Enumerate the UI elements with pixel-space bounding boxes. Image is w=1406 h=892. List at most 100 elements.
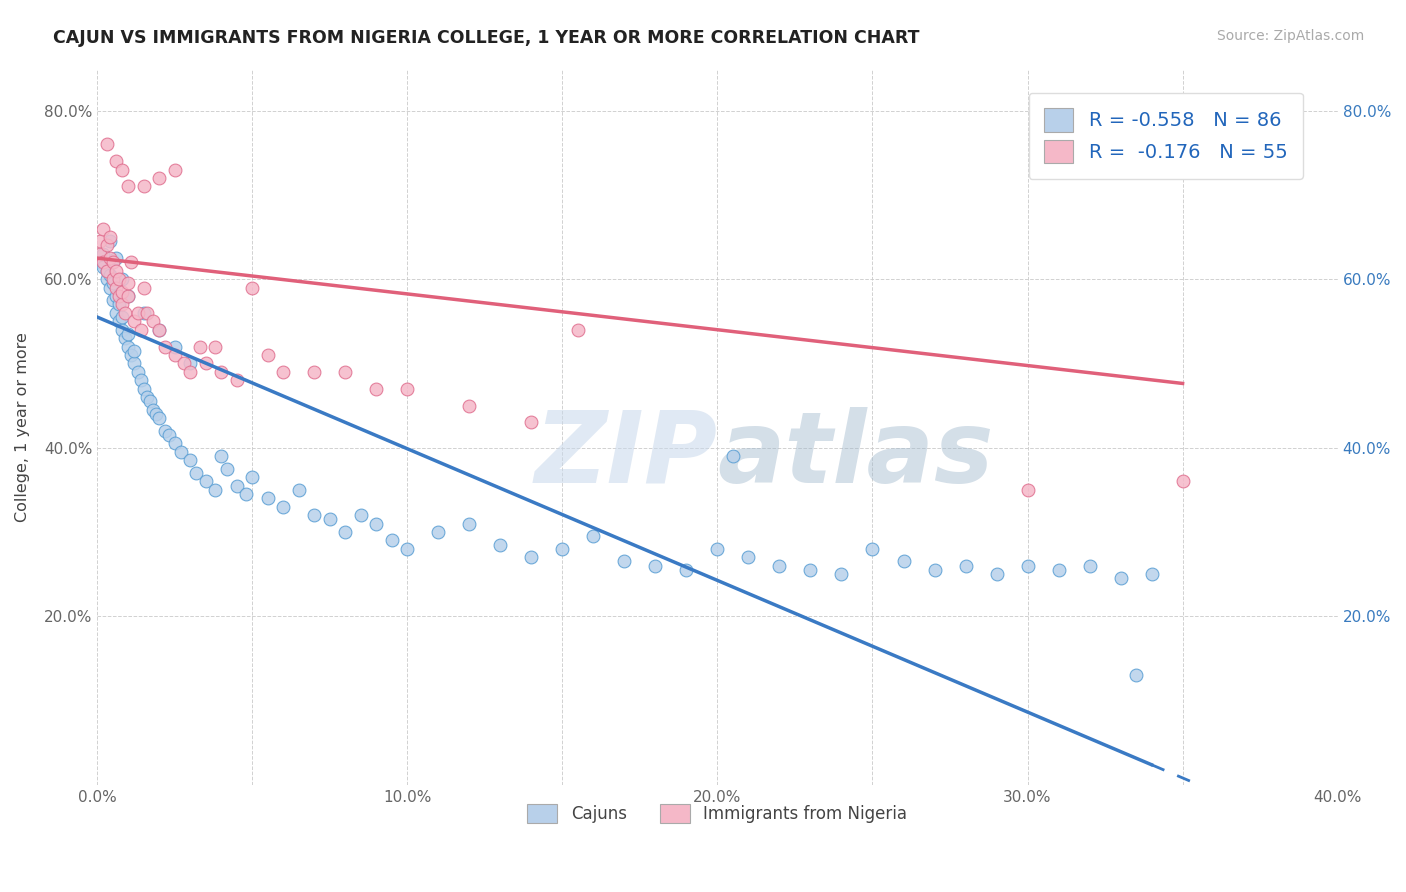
Point [135,306,157,320]
Point [582,529,605,543]
Point [93,247,115,261]
Point [304,365,326,379]
Point [163,162,186,177]
Point [117,289,139,303]
Point [89,255,111,269]
Point [101,272,124,286]
Point [271,500,294,514]
Point [427,524,450,539]
Point [93,255,115,269]
Point [235,487,257,501]
Point [350,508,373,522]
Point [145,407,167,421]
Point [188,340,211,354]
Point [148,171,170,186]
Point [101,255,124,269]
Legend: Cajuns, Immigrants from Nigeria: Cajuns, Immigrants from Nigeria [520,797,914,830]
Point [381,533,404,548]
Y-axis label: College, 1 year or more: College, 1 year or more [15,332,30,522]
Point [170,445,193,459]
Point [148,323,170,337]
Point [104,289,127,303]
Point [108,314,131,328]
Point [111,162,134,177]
Point [108,289,131,303]
Point [132,306,155,320]
Point [209,365,232,379]
Point [862,541,884,556]
Point [111,310,134,324]
Point [1047,563,1070,577]
Point [256,348,278,362]
Point [98,230,121,244]
Point [520,416,543,430]
Point [721,449,744,463]
Point [155,424,177,438]
Point [93,260,115,274]
Point [111,297,134,311]
Point [186,466,208,480]
Point [96,264,118,278]
Point [706,541,728,556]
Point [217,462,239,476]
Text: CAJUN VS IMMIGRANTS FROM NIGERIA COLLEGE, 1 YEAR OR MORE CORRELATION CHART: CAJUN VS IMMIGRANTS FROM NIGERIA COLLEGE… [53,29,920,46]
Point [129,373,152,387]
Point [163,340,186,354]
Point [104,280,127,294]
Point [675,563,697,577]
Point [120,348,142,362]
Point [955,558,977,573]
Point [101,277,124,291]
Point [194,475,217,489]
Point [489,538,512,552]
Point [335,524,357,539]
Point [132,382,155,396]
Point [179,356,201,370]
Point [108,272,131,286]
Point [240,280,263,294]
Point [830,567,852,582]
Point [396,541,419,556]
Point [132,179,155,194]
Point [551,541,574,556]
Point [173,356,195,370]
Point [148,411,170,425]
Point [613,554,636,568]
Point [124,343,146,358]
Point [179,365,201,379]
Point [132,280,155,294]
Point [204,483,226,497]
Point [396,382,419,396]
Point [1017,558,1039,573]
Point [111,272,134,286]
Point [304,508,326,522]
Point [520,550,543,565]
Point [1017,483,1039,497]
Point [256,491,278,506]
Point [319,512,342,526]
Point [1125,668,1147,682]
Point [155,340,177,354]
Point [108,297,131,311]
Point [117,289,139,303]
Point [1109,571,1132,585]
Point [124,314,146,328]
Point [1171,475,1194,489]
Point [117,326,139,341]
Point [225,373,247,387]
Point [139,394,162,409]
Point [204,340,226,354]
Point [98,234,121,248]
Point [124,356,146,370]
Point [179,453,201,467]
Point [924,563,946,577]
Point [104,251,127,265]
Point [120,255,142,269]
Point [142,314,165,328]
Point [117,340,139,354]
Point [117,179,139,194]
Point [101,293,124,308]
Point [96,137,118,152]
Point [163,348,186,362]
Point [142,402,165,417]
